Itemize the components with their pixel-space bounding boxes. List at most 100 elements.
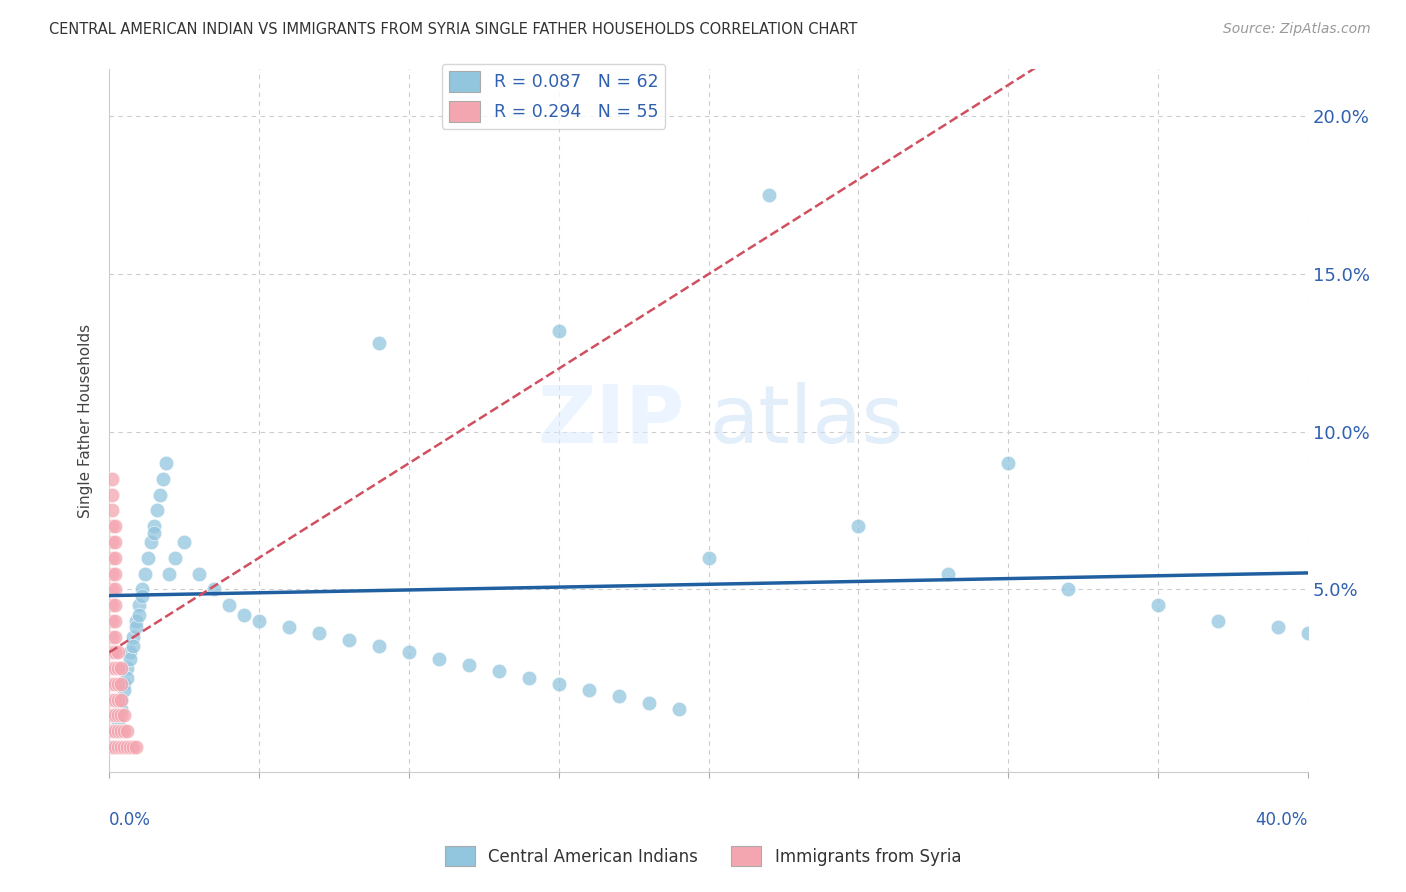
Point: [101, 630, 124, 644]
Point: [120, 739, 142, 754]
Point: [233, 607, 256, 622]
Point: [202, 582, 225, 597]
Point: [104, 739, 127, 754]
Point: [101, 535, 124, 549]
Point: [128, 598, 150, 612]
Point: [134, 566, 156, 581]
Point: [218, 598, 240, 612]
Point: [115, 661, 138, 675]
Point: [155, 456, 177, 470]
Point: [104, 724, 127, 739]
Point: [110, 739, 132, 754]
Point: [337, 632, 360, 647]
Point: [131, 582, 153, 597]
Point: [104, 614, 127, 628]
Point: [112, 724, 135, 739]
Point: [101, 519, 124, 533]
Point: [101, 582, 124, 597]
Legend: R = 0.087   N = 62, R = 0.294   N = 55: R = 0.087 N = 62, R = 0.294 N = 55: [441, 63, 665, 128]
Point: [122, 739, 145, 754]
Point: [1206, 614, 1229, 628]
Point: [146, 503, 169, 517]
Point: [107, 677, 129, 691]
Point: [104, 724, 127, 739]
Point: [107, 645, 129, 659]
Point: [427, 651, 450, 665]
Point: [104, 582, 127, 597]
Point: [107, 714, 129, 729]
Point: [278, 620, 301, 634]
Point: [938, 566, 960, 581]
Point: [547, 677, 569, 691]
Point: [112, 739, 135, 754]
Point: [578, 683, 600, 698]
Point: [104, 692, 127, 706]
Text: atlas: atlas: [709, 382, 903, 459]
Point: [104, 661, 127, 675]
Point: [101, 645, 124, 659]
Point: [104, 519, 127, 533]
Point: [110, 692, 132, 706]
Point: [308, 626, 330, 640]
Point: [141, 535, 163, 549]
Point: [107, 739, 129, 754]
Point: [149, 488, 172, 502]
Point: [152, 472, 174, 486]
Point: [115, 739, 138, 754]
Point: [848, 519, 870, 533]
Point: [101, 677, 124, 691]
Point: [112, 683, 135, 698]
Point: [136, 550, 159, 565]
Point: [398, 645, 420, 659]
Point: [188, 566, 211, 581]
Point: [758, 188, 780, 202]
Point: [110, 708, 132, 723]
Point: [247, 614, 270, 628]
Point: [157, 566, 180, 581]
Point: [107, 708, 129, 723]
Point: [107, 708, 129, 723]
Point: [517, 671, 540, 685]
Legend: Central American Indians, Immigrants from Syria: Central American Indians, Immigrants fro…: [439, 839, 967, 873]
Text: 0.0%: 0.0%: [110, 811, 150, 829]
Point: [104, 677, 127, 691]
Point: [101, 503, 124, 517]
Text: Source: ZipAtlas.com: Source: ZipAtlas.com: [1223, 22, 1371, 37]
Point: [131, 589, 153, 603]
Point: [115, 724, 138, 739]
Point: [101, 550, 124, 565]
Point: [110, 677, 132, 691]
Point: [101, 739, 124, 754]
Point: [101, 566, 124, 581]
Point: [101, 614, 124, 628]
Point: [104, 645, 127, 659]
Point: [997, 456, 1019, 470]
Point: [1267, 620, 1289, 634]
Point: [104, 708, 127, 723]
Point: [697, 550, 720, 565]
Point: [120, 645, 142, 659]
Point: [101, 598, 124, 612]
Text: ZIP: ZIP: [537, 382, 685, 459]
Y-axis label: Single Father Households: Single Father Households: [79, 324, 93, 517]
Point: [110, 724, 132, 739]
Point: [668, 702, 690, 716]
Point: [110, 692, 132, 706]
Point: [104, 630, 127, 644]
Point: [115, 671, 138, 685]
Point: [122, 639, 145, 653]
Point: [457, 657, 479, 672]
Text: CENTRAL AMERICAN INDIAN VS IMMIGRANTS FROM SYRIA SINGLE FATHER HOUSEHOLDS CORREL: CENTRAL AMERICAN INDIAN VS IMMIGRANTS FR…: [49, 22, 858, 37]
Point: [368, 336, 391, 351]
Point: [107, 724, 129, 739]
Point: [101, 739, 124, 754]
Point: [488, 665, 510, 679]
Point: [607, 690, 630, 704]
Point: [143, 519, 166, 533]
Point: [112, 677, 135, 691]
Point: [112, 708, 135, 723]
Point: [1296, 626, 1319, 640]
Point: [107, 692, 129, 706]
Point: [101, 661, 124, 675]
Point: [125, 739, 148, 754]
